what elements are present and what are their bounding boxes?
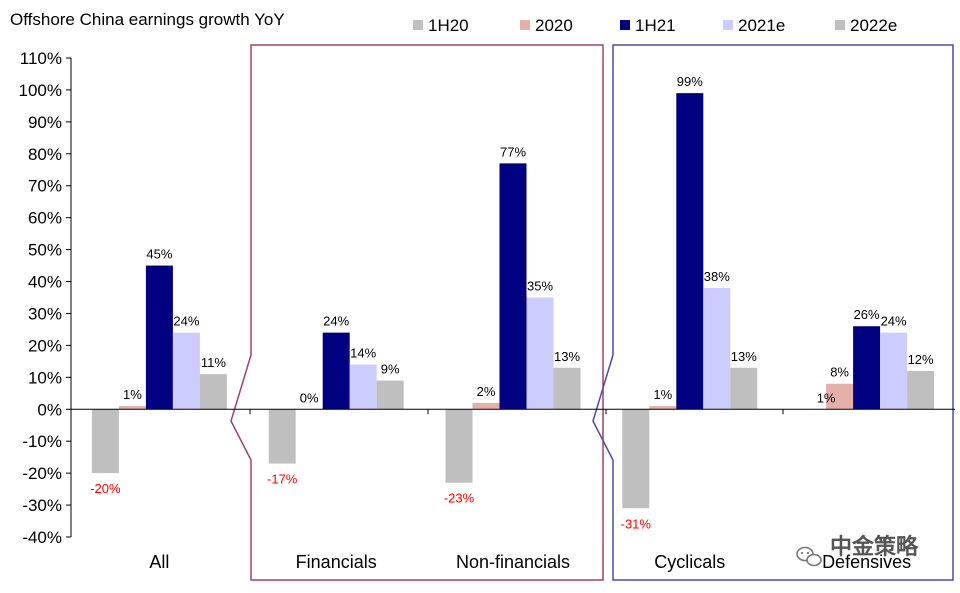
- y-tick-label: 50%: [28, 241, 62, 260]
- legend-label: 2021e: [738, 16, 785, 35]
- data-label: 1%: [653, 387, 672, 402]
- legend-swatch: [413, 20, 423, 30]
- data-label: 1%: [123, 387, 142, 402]
- data-label: 99%: [677, 74, 703, 89]
- bar: [553, 367, 581, 410]
- bar: [526, 297, 554, 410]
- legend-swatch: [620, 20, 630, 30]
- bar: [649, 406, 677, 410]
- y-tick-label: 40%: [28, 273, 62, 292]
- x-axis: All Financials Non-financials Cyclicals Defe…: [70, 408, 955, 572]
- group-box: [592, 44, 954, 581]
- bar: [730, 367, 758, 410]
- y-tick-label: -40%: [22, 528, 62, 547]
- legend-label: 2022e: [850, 16, 897, 35]
- legend-label: 1H21: [635, 16, 676, 35]
- x-tick-label: Cyclicals: [654, 552, 725, 572]
- bar: [145, 265, 173, 410]
- data-label: 8%: [830, 365, 849, 380]
- watermark-text: 中金策略: [830, 534, 919, 559]
- data-label: 14%: [350, 346, 376, 361]
- legend-item: 2022e: [835, 16, 897, 35]
- bar: [322, 332, 350, 410]
- x-tick-label: Non-financials: [456, 552, 570, 572]
- data-label: 1%: [817, 390, 836, 405]
- group-boxes: [230, 44, 954, 581]
- data-label: 24%: [881, 314, 907, 329]
- bars: [91, 93, 935, 509]
- y-tick-label: 60%: [28, 209, 62, 228]
- bar: [268, 409, 296, 464]
- bar: [499, 163, 527, 410]
- legend-swatch: [723, 20, 733, 30]
- y-tick-label: 70%: [28, 177, 62, 196]
- group-box: [230, 44, 604, 581]
- data-label: 11%: [201, 355, 226, 370]
- legend-label: 1H20: [428, 16, 469, 35]
- bar: [445, 409, 473, 483]
- bar: [676, 93, 704, 410]
- legend-swatch: [520, 20, 530, 30]
- data-label: 77%: [500, 144, 526, 159]
- legend-label: 2020: [535, 16, 573, 35]
- bar: [118, 406, 146, 410]
- data-label: 9%: [381, 362, 400, 377]
- y-tick-label: -20%: [22, 464, 62, 483]
- bar: [826, 383, 854, 410]
- y-tick-label: -10%: [22, 432, 62, 451]
- legend-item: 1H21: [620, 16, 676, 35]
- y-tick-label: 100%: [19, 81, 62, 100]
- data-labels: -20% 1% 45% 24% 11% -17% 0% 24% 14% 9% -23% 2% 77% 35…: [90, 74, 934, 531]
- bar: [199, 374, 227, 410]
- bar: [622, 409, 650, 509]
- bar: [703, 287, 731, 410]
- y-tick-label: 90%: [28, 113, 62, 132]
- legend: 1H20 2020 1H21 2021e 2022e: [413, 16, 897, 35]
- data-label: 24%: [323, 314, 349, 329]
- y-tick-label: 10%: [28, 368, 62, 387]
- y-tick-label: 110%: [20, 49, 62, 68]
- data-label: -20%: [90, 481, 121, 496]
- bar: [907, 370, 935, 410]
- bar: [472, 402, 500, 410]
- legend-item: 2021e: [723, 16, 785, 35]
- data-label: -17%: [267, 472, 298, 487]
- y-tick-label: 20%: [28, 336, 62, 355]
- data-label: -31%: [621, 516, 652, 531]
- data-label: 13%: [554, 349, 580, 364]
- data-label: 2%: [477, 384, 496, 399]
- data-label: 26%: [854, 307, 880, 322]
- x-tick-label: Defensives: [822, 552, 911, 572]
- data-label: 45%: [146, 247, 172, 262]
- bar: [172, 332, 200, 410]
- x-tick-label: All: [149, 552, 169, 572]
- data-label: 35%: [527, 279, 553, 294]
- data-label: 12%: [908, 352, 934, 367]
- data-label: 24%: [173, 314, 199, 329]
- y-tick-label: 0%: [37, 400, 62, 419]
- data-label: 38%: [704, 269, 730, 284]
- bar: [91, 409, 119, 474]
- bar: [853, 326, 881, 410]
- y-tick-label: 80%: [28, 145, 62, 164]
- legend-item: 1H20: [413, 16, 469, 35]
- y-tick-label: 30%: [28, 304, 62, 323]
- x-tick-label: Financials: [296, 552, 377, 572]
- data-label: 13%: [731, 349, 757, 364]
- watermark: 中金策略: [796, 534, 919, 567]
- y-tick-label: -30%: [22, 496, 62, 515]
- legend-swatch: [835, 20, 845, 30]
- wechat-icon: [796, 546, 822, 567]
- data-label: 0%: [300, 390, 319, 405]
- bar: [349, 364, 377, 410]
- data-label: -23%: [444, 491, 475, 506]
- y-axis: -40% -30% -20% -10% 0% 10% 20% 30% 40% 50% 60% 70% 8…: [19, 49, 72, 547]
- chart-title: Offshore China earnings growth YoY: [10, 10, 285, 29]
- bar: [880, 332, 908, 410]
- bar: [376, 380, 404, 410]
- legend-item: 2020: [520, 16, 573, 35]
